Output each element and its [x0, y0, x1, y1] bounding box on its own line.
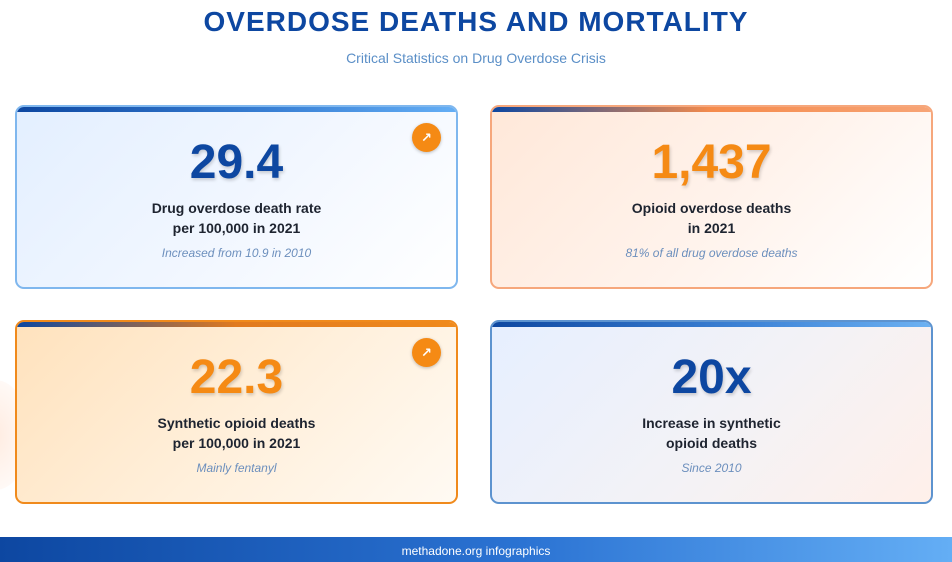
- card-accent-bar: [17, 322, 456, 327]
- stat-label-line2: opioid deaths: [666, 435, 757, 451]
- stat-label-line1: Increase in synthetic: [642, 415, 781, 431]
- stat-note: 81% of all drug overdose deaths: [625, 246, 798, 260]
- card-accent-bar: [17, 107, 456, 112]
- stat-note: Increased from 10.9 in 2010: [161, 246, 312, 260]
- stat-card-synthetic-increase: 20x Increase in synthetic opioid deaths …: [490, 320, 933, 504]
- stat-value: 20x: [671, 351, 752, 404]
- page-title: OVERDOSE DEATHS AND MORTALITY: [203, 6, 749, 37]
- stat-label-line1: Synthetic opioid deaths: [157, 415, 316, 431]
- stat-card-synthetic-opioid-rate: ↗ 22.3 Synthetic opioid deaths per 100,0…: [15, 320, 458, 504]
- stat-label-line2: per 100,000 in 2021: [172, 435, 301, 451]
- stat-note: Mainly fentanyl: [196, 461, 277, 475]
- stat-label-line2: in 2021: [687, 220, 736, 236]
- page-subtitle: Critical Statistics on Drug Overdose Cri…: [346, 50, 606, 66]
- stat-label-line1: Drug overdose death rate: [151, 200, 322, 216]
- stat-label: Increase in synthetic opioid deaths: [492, 413, 931, 453]
- stat-label: Opioid overdose deaths in 2021: [492, 198, 931, 238]
- trend-up-icon: ↗: [412, 123, 441, 152]
- stat-card-opioid-deaths: 1,437 Opioid overdose deaths in 2021 81%…: [490, 105, 933, 289]
- card-accent-bar: [492, 322, 931, 327]
- stat-label: Synthetic opioid deaths per 100,000 in 2…: [17, 413, 456, 453]
- card-accent-bar: [492, 107, 931, 112]
- stat-note: Since 2010: [681, 461, 742, 475]
- stat-value: 22.3: [189, 351, 284, 404]
- stat-label-line1: Opioid overdose deaths: [631, 200, 792, 216]
- stat-value: 29.4: [189, 136, 284, 189]
- trend-up-icon: ↗: [412, 338, 441, 367]
- stat-label: Drug overdose death rate per 100,000 in …: [17, 198, 456, 238]
- stat-label-line2: per 100,000 in 2021: [172, 220, 301, 236]
- stat-value: 1,437: [651, 136, 772, 189]
- stat-card-overdose-rate: ↗ 29.4 Drug overdose death rate per 100,…: [15, 105, 458, 289]
- footer-credit: methadone.org infographics: [0, 537, 952, 562]
